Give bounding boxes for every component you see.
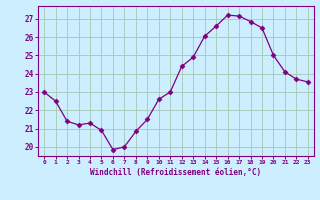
X-axis label: Windchill (Refroidissement éolien,°C): Windchill (Refroidissement éolien,°C) [91,168,261,177]
